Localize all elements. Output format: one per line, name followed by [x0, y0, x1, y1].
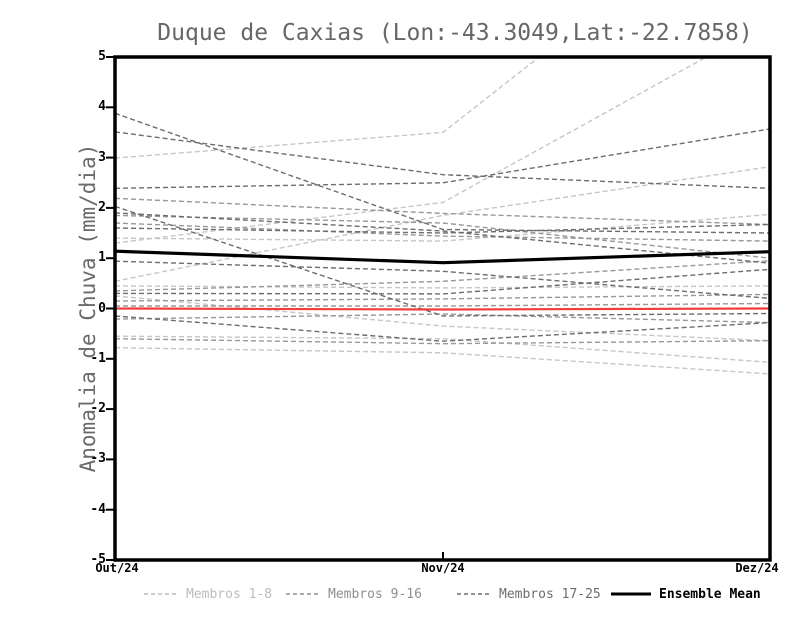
y-tick-label: -1	[90, 350, 106, 366]
y-tick-label: -2	[90, 401, 106, 417]
legend-item-membros-17-25: Membros 17-25	[456, 585, 601, 603]
solid-line-swatch-mean	[611, 592, 651, 596]
legend-item-membros-9-16: Membros 9-16	[285, 585, 422, 603]
legend-label: Membros 9-16	[328, 586, 422, 602]
dashed-line-swatch-light	[144, 593, 178, 595]
legend-label: Membros 1-8	[186, 586, 273, 602]
y-tick-label: 0	[98, 300, 106, 316]
x-tick-label: Dez/24	[735, 561, 779, 575]
y-tick-label: 1	[98, 250, 106, 266]
y-tick-label: 2	[98, 199, 106, 215]
legend-item-ensemble-mean: Ensemble Mean	[610, 585, 761, 603]
y-tick-label: -5	[90, 552, 106, 567]
chart-title: Duque de Caxias (Lon:-43.3049,Lat:-22.78…	[157, 20, 753, 46]
y-tick-label: -3	[90, 451, 106, 467]
y-tick-label: -4	[90, 501, 106, 517]
y-tick-label: 4	[98, 99, 106, 115]
legend: Membros 1-8 Membros 9-16 Membros 17-25 E…	[0, 585, 800, 605]
x-tick-label: Out/24	[95, 561, 139, 575]
legend-item-membros-1-8: Membros 1-8	[143, 585, 272, 603]
y-tick-label: 3	[98, 149, 106, 165]
legend-label: Membros 17-25	[499, 586, 601, 602]
legend-label: Ensemble Mean	[659, 586, 761, 602]
y-tick-label: 5	[98, 49, 106, 64]
dashed-line-swatch-dark	[457, 593, 491, 595]
x-tick-label: Nov/24	[421, 561, 465, 575]
dashed-line-swatch-medium	[286, 593, 320, 595]
